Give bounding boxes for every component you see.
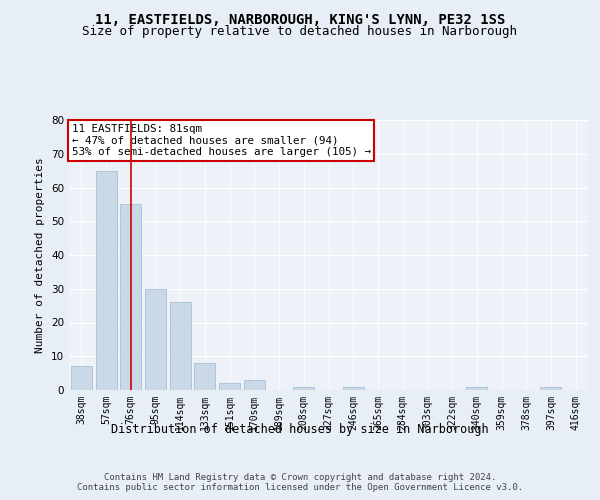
Bar — [466, 386, 487, 390]
Text: Distribution of detached houses by size in Narborough: Distribution of detached houses by size … — [111, 422, 489, 436]
Text: 11, EASTFIELDS, NARBOROUGH, KING'S LYNN, PE32 1SS: 11, EASTFIELDS, NARBOROUGH, KING'S LYNN,… — [95, 12, 505, 26]
Text: Size of property relative to detached houses in Narborough: Size of property relative to detached ho… — [83, 25, 517, 38]
Bar — [145, 289, 166, 390]
Bar — [71, 366, 92, 390]
Bar — [541, 386, 562, 390]
Bar — [170, 302, 191, 390]
Bar — [194, 363, 215, 390]
Bar — [95, 170, 116, 390]
Bar — [120, 204, 141, 390]
Bar — [293, 386, 314, 390]
Y-axis label: Number of detached properties: Number of detached properties — [35, 157, 46, 353]
Text: Contains HM Land Registry data © Crown copyright and database right 2024.
Contai: Contains HM Land Registry data © Crown c… — [77, 472, 523, 492]
Bar — [244, 380, 265, 390]
Bar — [343, 386, 364, 390]
Text: 11 EASTFIELDS: 81sqm
← 47% of detached houses are smaller (94)
53% of semi-detac: 11 EASTFIELDS: 81sqm ← 47% of detached h… — [71, 124, 371, 157]
Bar — [219, 383, 240, 390]
